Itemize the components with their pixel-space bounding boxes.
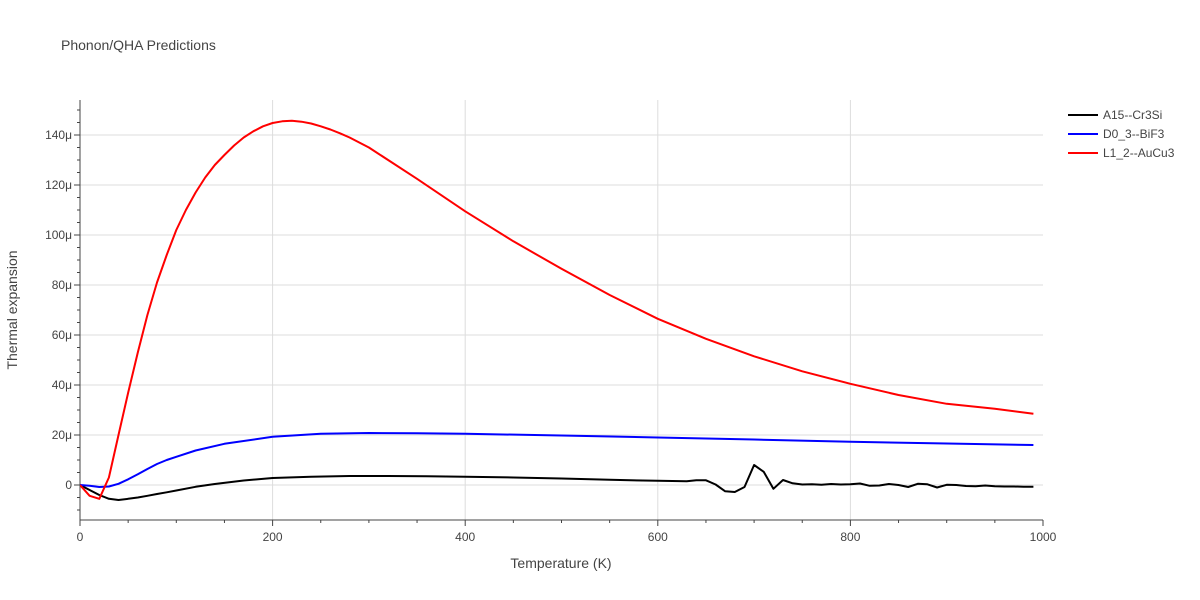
legend-item[interactable]: A15--Cr3Si: [1068, 108, 1162, 122]
y-tick-label: 60μ: [52, 328, 72, 342]
grid: [80, 100, 1043, 520]
x-tick-label: 600: [648, 530, 668, 544]
legend-item[interactable]: D0_3--BiF3: [1068, 127, 1165, 141]
y-tick-label: 140μ: [45, 128, 72, 142]
plot-area: [80, 119, 1034, 501]
x-tick-label: 200: [263, 530, 283, 544]
y-axis-title: Thermal expansion: [4, 250, 20, 369]
x-axis-title: Temperature (K): [510, 555, 611, 571]
axes: 0 200 400 600 800 1000 0 20μ 40μ 60μ 80μ 100μ 120μ 14…: [45, 100, 1057, 544]
y-tick-label: 100μ: [45, 228, 72, 242]
y-tick-label: 20μ: [52, 428, 72, 442]
series-line-2: [80, 119, 1034, 500]
x-tick-label: 800: [840, 530, 860, 544]
y-tick-label: 40μ: [52, 378, 72, 392]
legend-item[interactable]: L1_2--AuCu3: [1068, 146, 1175, 160]
legend[interactable]: A15--Cr3Si D0_3--BiF3 L1_2--AuCu3: [1068, 108, 1175, 160]
y-tick-label: 120μ: [45, 178, 72, 192]
legend-label: A15--Cr3Si: [1103, 108, 1162, 122]
x-tick-label: 0: [77, 530, 84, 544]
series-line-1: [80, 432, 1034, 488]
y-tick-label: 80μ: [52, 278, 72, 292]
chart-title: Phonon/QHA Predictions: [61, 37, 216, 53]
series-line-0: [80, 464, 1034, 501]
y-tick-label: 0: [65, 478, 72, 492]
x-tick-label: 1000: [1030, 530, 1057, 544]
legend-label: D0_3--BiF3: [1103, 127, 1165, 141]
x-tick-label: 400: [455, 530, 475, 544]
legend-label: L1_2--AuCu3: [1103, 146, 1175, 160]
